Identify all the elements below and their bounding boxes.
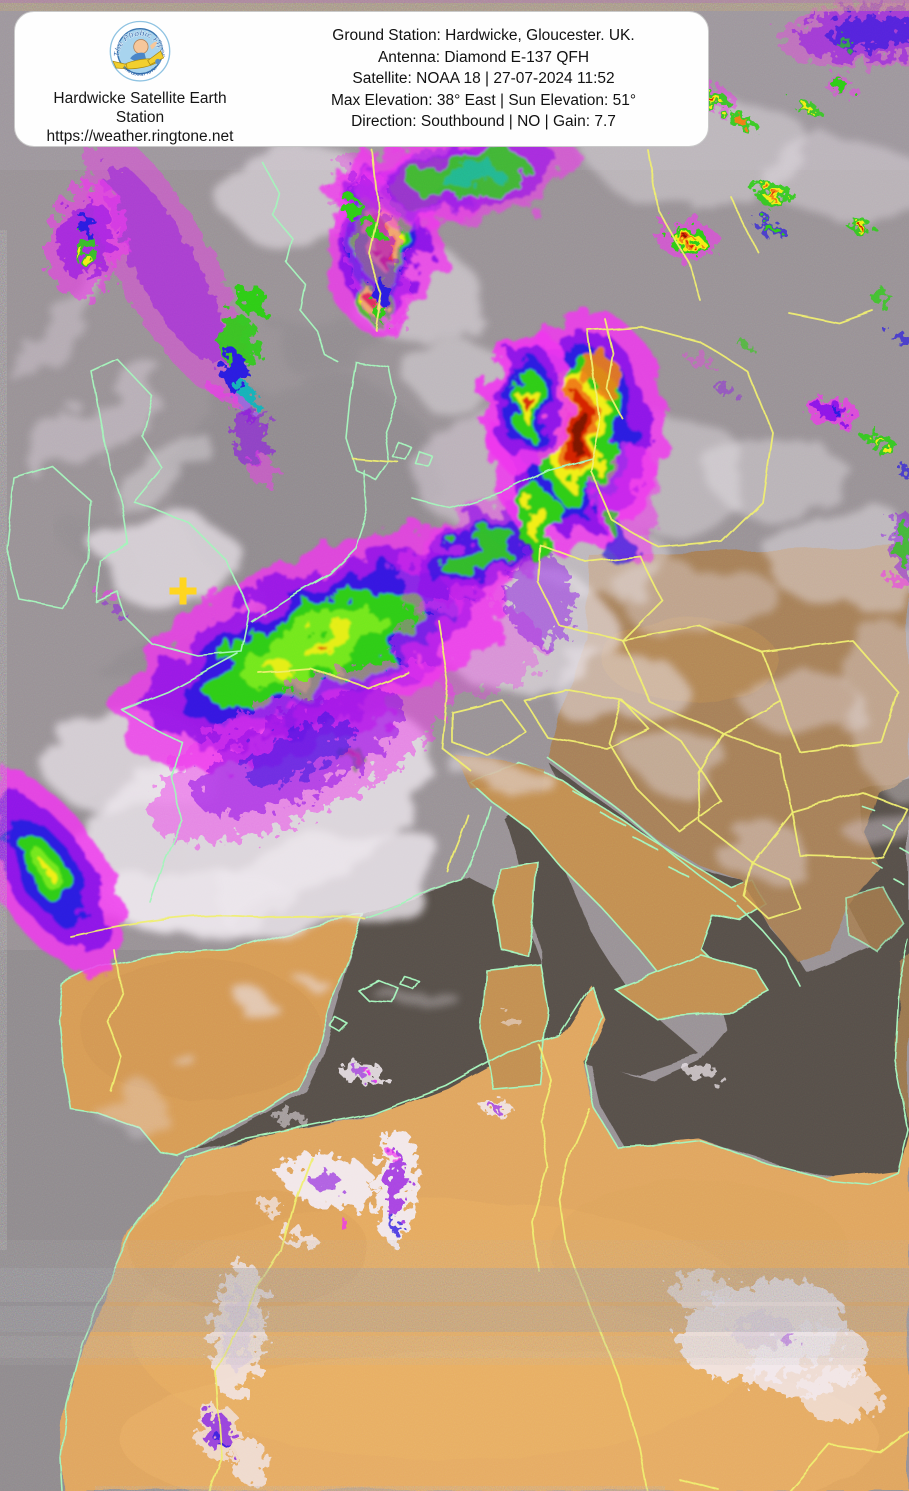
elevation-line: Max Elevation: 38° East | Sun Elevation:… <box>330 91 637 109</box>
noise-band-3 <box>0 1336 909 1358</box>
station-identity: The Phobic Flyer WHO LEARNT TO FLY Hardw… <box>15 12 265 146</box>
ground-station-line: Ground Station: Hardwicke, Gloucester. U… <box>332 27 635 45</box>
station-name: Hardwicke Satellite Earth Station <box>53 90 227 126</box>
pass-details: Ground Station: Hardwicke, Gloucester. U… <box>265 12 708 146</box>
satellite-line: Satellite: NOAA 18 | 27-07-2024 11:52 <box>352 70 615 88</box>
noise-top-strip <box>0 0 909 11</box>
direction-line: Direction: Southbound | NO | Gain: 7.7 <box>351 113 616 131</box>
noise-band-2 <box>0 1306 909 1332</box>
station-url: https://weather.ringtone.net <box>46 128 234 145</box>
antenna-line: Antenna: Diamond E-137 QFH <box>377 48 590 66</box>
noise-band-1 <box>0 1268 909 1302</box>
phobic-flyer-logo: The Phobic Flyer WHO LEARNT TO FLY <box>109 20 171 82</box>
info-panel: The Phobic Flyer WHO LEARNT TO FLY Hardw… <box>14 11 709 147</box>
noise-left-strip <box>0 230 7 1250</box>
noise-bottom-strip <box>95 1486 665 1491</box>
